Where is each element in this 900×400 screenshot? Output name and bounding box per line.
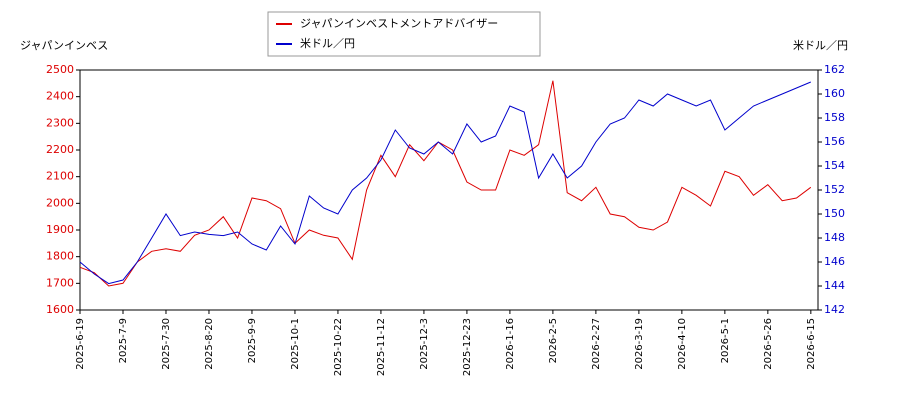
x-tick-label: 2026-2-27 xyxy=(591,318,602,370)
y2-tick-label: 152 xyxy=(824,183,845,196)
series-line xyxy=(79,81,811,285)
x-tick-label: 2026-5-26 xyxy=(763,318,774,370)
x-tick-label: 2025-9-9 xyxy=(247,318,258,363)
y-tick-label: 1800 xyxy=(46,250,74,263)
y2-tick-label: 154 xyxy=(824,159,845,172)
y-tick-label: 2500 xyxy=(46,63,74,76)
y2-tick-label: 148 xyxy=(824,231,845,244)
x-tick-label: 2025-10-1 xyxy=(290,318,301,370)
y-axis-title: ジャパンインベス xyxy=(20,39,108,52)
y-tick-label: 2000 xyxy=(46,196,74,209)
x-tick-label: 2026-4-10 xyxy=(677,318,688,370)
plot-frame xyxy=(79,69,819,311)
x-tick-label: 2025-7-9 xyxy=(118,318,129,363)
y2-tick-label: 146 xyxy=(824,255,845,268)
y-tick-label: 1700 xyxy=(46,276,74,289)
y2-tick-label: 156 xyxy=(824,135,845,148)
y-tick-label: 2400 xyxy=(46,90,74,103)
y-tick-label: 2100 xyxy=(46,170,74,183)
x-tick-label: 2026-1-16 xyxy=(505,318,516,370)
legend-label: ジャパンインベストメントアドバイザー xyxy=(300,17,498,30)
y2-tick-label: 160 xyxy=(824,87,845,100)
x-tick-label: 2025-12-23 xyxy=(462,318,473,376)
y2-tick-label: 158 xyxy=(824,111,845,124)
y2-tick-label: 144 xyxy=(824,279,845,292)
x-tick-label: 2025-7-30 xyxy=(161,318,172,370)
y2-tick-label: 142 xyxy=(824,303,845,316)
y2-tick-label: 162 xyxy=(824,63,845,76)
x-tick-label: 2026-5-1 xyxy=(720,318,731,363)
x-tick-label: 2026-3-19 xyxy=(634,318,645,370)
y-tick-label: 2200 xyxy=(46,143,74,156)
y-tick-label: 2300 xyxy=(46,116,74,129)
x-tick-label: 2025-10-22 xyxy=(333,318,344,376)
series-line xyxy=(79,80,812,287)
legend xyxy=(267,11,541,57)
x-tick-label: 2025-12-3 xyxy=(419,318,430,370)
y-tick-label: 1600 xyxy=(46,303,74,316)
x-tick-label: 2025-6-19 xyxy=(75,318,86,370)
x-tick-label: 2025-8-20 xyxy=(204,318,215,370)
y2-axis-title: 米ドル／円 xyxy=(793,39,848,52)
x-tick-label: 2026-6-15 xyxy=(806,318,817,370)
y-tick-label: 1900 xyxy=(46,223,74,236)
x-tick-label: 2026-2-5 xyxy=(548,318,559,363)
y2-tick-label: 150 xyxy=(824,207,845,220)
legend-label: 米ドル／円 xyxy=(300,37,355,50)
x-tick-label: 2025-11-12 xyxy=(376,318,387,376)
